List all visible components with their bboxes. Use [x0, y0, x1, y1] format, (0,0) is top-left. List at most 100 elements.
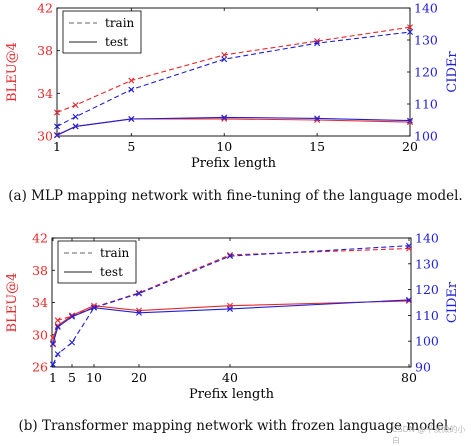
- point-cross-stroke: [54, 324, 61, 330]
- point-cross-stroke: [221, 56, 228, 63]
- x-tick-label-b: 5: [68, 370, 76, 385]
- x-tick-label-a: 15: [309, 139, 325, 154]
- y-right-tick-label-a: 130: [414, 33, 438, 48]
- x-tick-label-a: 10: [216, 139, 232, 154]
- data-point-a-train-cider: [407, 29, 413, 35]
- caption-b: (b) Transformer mapping network with fro…: [18, 418, 453, 434]
- point-cross-stroke: [314, 115, 321, 122]
- data-point-b-train-cider: [136, 290, 142, 297]
- point-cross-stroke: [407, 117, 413, 124]
- series-line-a-train-cider: [56, 31, 411, 127]
- y-right-tick-label-b: 90: [415, 360, 431, 375]
- y-left-tick-label-b: 30: [32, 327, 48, 342]
- point-cross-stroke: [72, 113, 79, 120]
- y-left-tick-label-b: 42: [32, 231, 48, 246]
- x-tick-label-a: 5: [127, 139, 135, 154]
- legend-label-test-a: test: [105, 35, 128, 49]
- data-point-a-train-cider: [54, 123, 60, 130]
- point-cross-stroke: [227, 253, 233, 260]
- y-right-tick-label-a: 110: [414, 97, 438, 112]
- data-point-a-test-cider: [128, 116, 135, 123]
- data-point-b-test-bleu: [54, 322, 61, 329]
- legend-box-a: [62, 10, 142, 54]
- point-cross-stroke: [128, 116, 135, 123]
- y-right-axis-title-b: CIDEr: [445, 281, 460, 323]
- data-point-a-train-bleu: [407, 24, 413, 31]
- x-axis-title-b: Prefix length: [189, 387, 275, 402]
- x-tick-label-b: 1: [49, 370, 57, 385]
- data-point-b-train-bleu: [54, 317, 61, 324]
- y-right-tick-label-b: 120: [415, 282, 439, 297]
- x-tick-label-b: 20: [131, 370, 147, 385]
- point-cross-stroke: [314, 38, 321, 45]
- y-left-tick-label-b: 34: [32, 295, 48, 310]
- y-right-tick-label-b: 110: [415, 308, 439, 323]
- legend-label-train-a: train: [105, 16, 135, 30]
- point-cross-stroke: [72, 102, 79, 109]
- data-point-a-test-cider: [407, 117, 413, 124]
- data-point-a-test-cider: [314, 115, 321, 122]
- x-tick-label-b: 80: [401, 370, 417, 385]
- point-cross-stroke: [128, 77, 135, 84]
- data-point-a-train-cider: [314, 40, 321, 47]
- point-cross-stroke: [406, 297, 412, 304]
- data-point-a-train-cider: [128, 86, 135, 93]
- point-cross-stroke: [128, 86, 135, 93]
- point-cross-stroke: [54, 132, 60, 139]
- x-tick-label-b: 10: [86, 370, 102, 385]
- caption-a: (a) MLP mapping network with fine-tuning…: [8, 188, 463, 204]
- point-cross-stroke: [227, 251, 233, 258]
- data-point-a-test-cider: [54, 132, 60, 139]
- point-cross-stroke: [54, 123, 60, 130]
- point-cross-stroke: [407, 119, 413, 126]
- y-right-tick-label-b: 100: [415, 334, 439, 349]
- point-cross-stroke: [407, 29, 413, 35]
- y-left-tick-label-a: 38: [37, 43, 53, 58]
- data-point-a-train-bleu: [54, 109, 60, 116]
- data-point-b-test-bleu: [406, 297, 412, 304]
- y-right-tick-label-b: 140: [415, 231, 439, 246]
- data-point-a-train-cider: [72, 113, 79, 120]
- point-cross-stroke: [91, 304, 97, 311]
- legend-label-test-b: test: [100, 265, 123, 279]
- series-line-a-train-bleu: [56, 26, 411, 114]
- point-cross-stroke: [54, 351, 61, 358]
- legend-label-train-b: train: [100, 246, 130, 260]
- y-right-axis-title-a: CIDEr: [445, 51, 460, 93]
- x-tick-label-b: 40: [222, 370, 238, 385]
- y-left-tick-label-b: 38: [32, 263, 48, 278]
- point-cross-stroke: [69, 313, 75, 320]
- point-cross-stroke: [221, 114, 228, 121]
- point-cross-stroke: [406, 242, 412, 249]
- data-point-b-test-cider: [136, 309, 142, 316]
- point-cross-stroke: [136, 290, 142, 297]
- watermark-text: CSDN @平淡微的小白: [392, 425, 466, 445]
- data-point-b-train-cider: [69, 339, 75, 346]
- data-point-a-train-bleu: [221, 51, 228, 58]
- point-cross-stroke: [54, 317, 61, 324]
- y-right-tick-label-b: 130: [415, 256, 439, 271]
- y-right-tick-label-a: 100: [414, 129, 438, 144]
- x-tick-label-a: 20: [402, 139, 418, 154]
- data-point-a-train-bleu: [72, 102, 79, 109]
- y-left-axis-title-a: BLEU@4: [5, 42, 20, 102]
- y-right-tick-label-a: 140: [414, 1, 438, 16]
- data-point-b-train-cider: [54, 351, 61, 358]
- x-axis-title-a: Prefix length: [191, 156, 277, 171]
- data-point-b-test-bleu: [69, 312, 75, 319]
- point-cross-stroke: [227, 305, 233, 312]
- data-point-b-test-cider: [406, 296, 412, 303]
- point-cross-stroke: [50, 340, 56, 347]
- data-point-b-train-cider: [406, 242, 412, 249]
- data-point-b-train-cider: [50, 361, 56, 368]
- legend-box-b: [57, 240, 137, 284]
- y-left-tick-label-b: 26: [32, 360, 48, 375]
- data-point-b-test-cider: [227, 305, 233, 312]
- data-point-b-test-cider: [54, 324, 61, 330]
- data-point-b-test-cider: [91, 304, 97, 311]
- y-left-tick-label-a: 42: [37, 1, 53, 16]
- point-cross-stroke: [69, 339, 75, 346]
- data-point-a-train-bleu: [128, 77, 135, 84]
- data-point-b-test-cider: [69, 313, 75, 320]
- data-point-a-test-cider: [221, 114, 228, 121]
